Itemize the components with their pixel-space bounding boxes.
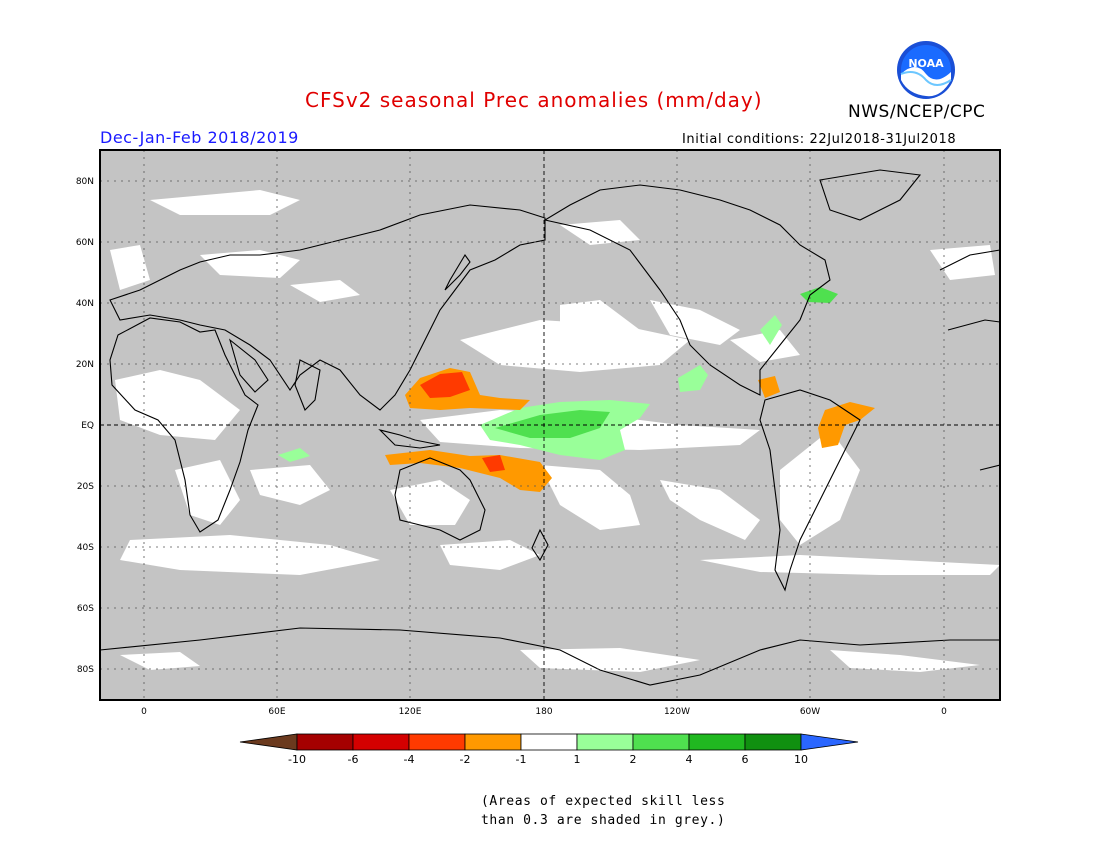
skill-note: (Areas of expected skill less than 0.3 a… — [481, 792, 725, 830]
lat-label: 80S — [77, 665, 94, 675]
lat-label: 40N — [76, 299, 94, 309]
colorbar-swatch — [464, 733, 522, 751]
colorbar-tick-label: -6 — [348, 753, 359, 766]
colorbar-tick-label: 10 — [794, 753, 808, 766]
skill-note-line: than 0.3 are shaded in grey.) — [481, 813, 726, 828]
colorbar-swatch — [744, 733, 802, 751]
coastlines — [100, 169, 1000, 686]
colorbar-swatch — [352, 733, 410, 751]
colorbar-tick-label: -10 — [288, 753, 306, 766]
colorbar-tick-label: -1 — [516, 753, 527, 766]
colorbar-tick-label: 2 — [630, 753, 637, 766]
initial-conditions-label: Initial conditions: 22Jul2018-31Jul2018 — [682, 132, 957, 147]
positive-anomaly-east-us — [760, 315, 782, 345]
lon-label: 0 — [141, 707, 147, 717]
season-label: Dec-Jan-Feb 2018/2019 — [100, 128, 299, 147]
colorbar-tick-label: -4 — [404, 753, 415, 766]
colorbar-arrow-high — [800, 733, 859, 751]
colorbar-labels: -10 -6 -4 -2 -1 1 2 4 6 10 — [288, 753, 808, 766]
lon-label: 60E — [268, 707, 285, 717]
colorbar-swatch — [520, 733, 578, 751]
lat-label: 80N — [76, 177, 94, 187]
lat-label: 20S — [77, 482, 94, 492]
longitude-labels: 0 60E 120E 180 120W 60W 0 — [141, 707, 947, 717]
colorbar-swatch — [576, 733, 634, 751]
colorbar-tick-label: 4 — [686, 753, 693, 766]
lon-label: 180 — [535, 707, 552, 717]
lat-label: 60N — [76, 238, 94, 248]
colorbar — [239, 733, 859, 751]
positive-anomaly-medium — [495, 410, 610, 438]
colorbar-swatch — [632, 733, 690, 751]
positive-anomaly-atlantic — [800, 287, 838, 303]
lat-label: 60S — [77, 604, 94, 614]
lon-label: 60W — [800, 707, 820, 717]
logo-text: NOAA — [908, 57, 944, 70]
negative-anomaly-brazil — [818, 402, 875, 448]
lat-label: 20N — [76, 360, 94, 370]
colorbar-tick-label: 6 — [742, 753, 749, 766]
figure-title: CFSv2 seasonal Prec anomalies (mm/day) — [305, 88, 763, 112]
equator-dateline — [100, 150, 1000, 700]
lat-label: 40S — [77, 543, 94, 553]
lat-label: EQ — [81, 421, 94, 431]
noaa-logo: NOAA — [897, 41, 955, 99]
map-frame — [99, 149, 1001, 701]
colorbar-tick-label: 1 — [574, 753, 581, 766]
lon-label: 120E — [399, 707, 422, 717]
negative-anomaly-philippine-sea — [420, 372, 470, 398]
colorbar-arrow-low — [239, 733, 298, 751]
negative-anomaly-central-america — [758, 376, 780, 398]
skill-note-line: (Areas of expected skill less — [481, 794, 726, 809]
colorbar-swatch — [408, 733, 466, 751]
negative-anomaly-south-pacific — [385, 450, 552, 492]
colorbar-swatch — [296, 733, 354, 751]
positive-anomaly-caribbean — [678, 365, 708, 392]
lon-label: 120W — [664, 707, 690, 717]
colorbar-tick-label: -2 — [460, 753, 471, 766]
latitude-labels: 80N 60N 40N 20N EQ 20S 40S 60S 80S — [76, 177, 94, 675]
agency-label: NWS/NCEP/CPC — [848, 102, 986, 122]
colorbar-swatch — [688, 733, 746, 751]
positive-anomaly-indian-ocean — [278, 448, 310, 462]
lon-label: 0 — [941, 707, 947, 717]
map-field — [110, 190, 1000, 672]
negative-anomaly-coral-sea — [482, 455, 505, 472]
